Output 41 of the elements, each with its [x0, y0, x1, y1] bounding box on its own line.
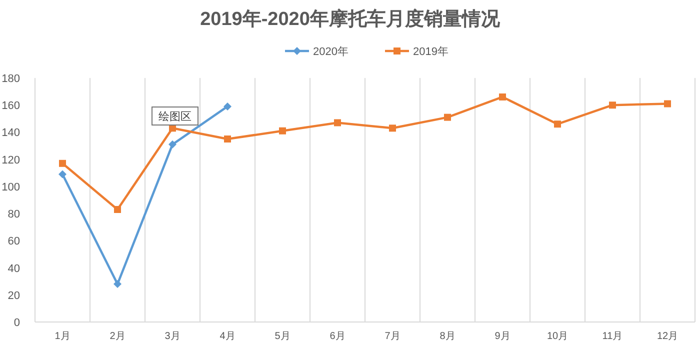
y-tick-label: 120	[2, 154, 20, 166]
point	[114, 280, 122, 288]
x-tick-label: 9月	[494, 331, 510, 342]
legend-label: 2019年	[413, 46, 448, 58]
chart-title: 2019年-2020年摩托车月度销量情况	[200, 8, 501, 30]
x-tick-label: 4月	[220, 331, 236, 342]
x-tick-label: 12月	[656, 331, 678, 342]
x-tick-label: 5月	[274, 331, 290, 342]
point	[59, 160, 66, 167]
point	[664, 100, 671, 108]
point	[279, 127, 286, 134]
y-tick-label: 180	[2, 73, 20, 85]
y-tick-label: 160	[2, 100, 20, 112]
point	[554, 120, 561, 128]
point	[334, 119, 341, 126]
x-tick-label: 2月	[110, 331, 126, 342]
y-tick-label: 0	[14, 317, 20, 329]
y-tick-label: 80	[8, 208, 20, 221]
point	[389, 124, 396, 132]
x-tick-label: 1月	[54, 331, 70, 342]
x-tick-label: 6月	[330, 331, 346, 342]
x-tick-label: 8月	[440, 331, 456, 342]
y-tick-label: 140	[2, 127, 20, 140]
x-tick-label: 7月	[384, 331, 400, 342]
point	[499, 93, 506, 100]
point	[224, 102, 232, 110]
y-tick-label: 20	[8, 290, 20, 302]
x-tick-label: 3月	[164, 331, 180, 342]
x-tick-label: 11月	[602, 331, 623, 342]
annotation: 绘图区	[158, 111, 192, 123]
legend-label: 2020年	[313, 46, 348, 58]
x-tick-label: 10月	[546, 331, 568, 342]
point	[58, 170, 66, 178]
y-tick-label: 40	[8, 262, 20, 275]
point	[114, 206, 121, 213]
point	[168, 140, 176, 148]
y-tick-label: 100	[2, 181, 20, 194]
y-tick-label: 60	[8, 236, 20, 248]
point	[609, 102, 616, 109]
point	[224, 136, 231, 142]
point	[444, 114, 451, 121]
